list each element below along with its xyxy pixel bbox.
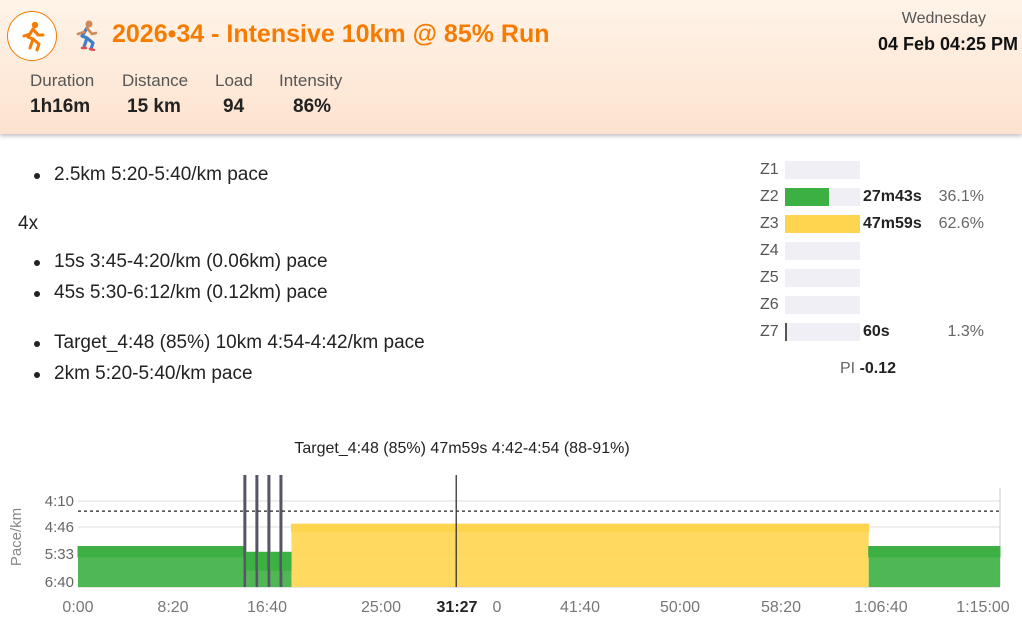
zone-label: Z7 bbox=[760, 323, 779, 340]
stat-label: Distance bbox=[122, 71, 189, 90]
pi-label: PI bbox=[840, 360, 856, 377]
stat-value: 15 km bbox=[127, 96, 181, 117]
zone-percent: 36.1% bbox=[938, 188, 984, 205]
zone-bar-track bbox=[785, 215, 860, 233]
stat-value: 86% bbox=[293, 96, 332, 117]
zone-row-z3: Z3 47m59s 62.6% bbox=[760, 214, 1022, 234]
x-tick-label: 41:40 bbox=[560, 599, 600, 616]
zone-label: Z4 bbox=[760, 242, 779, 259]
repeat-label: 4x bbox=[18, 213, 39, 234]
zone-percent: 1.3% bbox=[947, 323, 984, 340]
zone-row-z4: Z4 bbox=[760, 241, 1022, 261]
cursor-time-label: 31:27 bbox=[437, 599, 478, 616]
step-text: 15s 3:45-4:20/km (0.06km) pace bbox=[54, 251, 328, 272]
zone-label: Z3 bbox=[760, 215, 779, 232]
pace-bar-interval bbox=[243, 475, 247, 587]
stat-value: 94 bbox=[223, 96, 245, 117]
pace-bar-interval bbox=[267, 475, 271, 587]
pace-target-band bbox=[257, 551, 268, 571]
zone-time: 60s bbox=[863, 323, 890, 340]
pace-bar-interval bbox=[255, 475, 259, 587]
pace-target-band bbox=[269, 551, 280, 571]
stat-label: Intensity bbox=[279, 71, 343, 90]
zone-row-z6: Z6 bbox=[760, 295, 1022, 315]
zone-time: 27m43s bbox=[863, 188, 922, 205]
zone-row-z2: Z2 27m43s 36.1% bbox=[760, 187, 1022, 207]
running-figure-icon bbox=[22, 21, 45, 52]
pace-bar-z3 bbox=[291, 524, 869, 587]
zone-row-z5: Z5 bbox=[760, 268, 1022, 288]
workout-header: 2026•34 - Intensive 10km @ 85% Run Wedne… bbox=[0, 0, 1022, 134]
zone-label: Z5 bbox=[760, 269, 779, 286]
step-text: Target_4:48 (85%) 10km 4:54-4:42/km pace bbox=[54, 332, 425, 353]
pace-bar-interval bbox=[279, 475, 283, 587]
x-tick-label: 0 bbox=[493, 599, 502, 616]
zone-bar-track bbox=[785, 161, 860, 179]
runner-emoji-icon bbox=[76, 20, 98, 51]
zone-bar-track bbox=[785, 296, 860, 314]
chart-title: Target_4:48 (85%) 47m59s 4:42-4:54 (88-9… bbox=[294, 440, 630, 457]
zone-label: Z1 bbox=[760, 161, 779, 178]
step-repeat-fast: 15s 3:45-4:20/km (0.06km) pace bbox=[34, 251, 328, 273]
stat-intensity: Intensity 86% bbox=[279, 71, 342, 118]
zone-bar-track bbox=[785, 323, 860, 341]
y-axis-label: Pace/km bbox=[8, 508, 25, 566]
zone-percent: 62.6% bbox=[938, 215, 984, 232]
stat-duration: Duration 1h16m bbox=[30, 71, 94, 118]
x-tick-label: 1:15:00 bbox=[956, 599, 1009, 616]
workout-day: Wednesday bbox=[901, 10, 986, 27]
stat-load: Load 94 bbox=[215, 71, 253, 118]
zone-bar-fill bbox=[785, 215, 860, 233]
x-tick-label: 16:40 bbox=[247, 599, 287, 616]
pace-target-band bbox=[868, 546, 1001, 558]
zone-label: Z2 bbox=[760, 188, 779, 205]
pace-chart[interactable]: 4:10 4:46 5:33 6:40 Pace/km 0:00 8:20 16:40 25:0… bbox=[0, 470, 1022, 635]
step-text: 2.5km 5:20-5:40/km pace bbox=[54, 164, 269, 185]
step-warmup: 2.5km 5:20-5:40/km pace bbox=[34, 164, 268, 186]
stat-value: 1h16m bbox=[30, 96, 91, 117]
stat-distance: Distance 15 km bbox=[122, 71, 188, 118]
stat-label: Duration bbox=[30, 71, 95, 90]
step-main: Target_4:48 (85%) 10km 4:54-4:42/km pace bbox=[34, 332, 425, 354]
x-tick-label: 58:20 bbox=[761, 599, 801, 616]
pace-target-band bbox=[290, 523, 870, 533]
pi-readout: PI -0.12 bbox=[840, 360, 896, 378]
y-tick-label: 6:40 bbox=[45, 574, 74, 591]
stat-label: Load bbox=[215, 71, 253, 90]
zone-time: 47m59s bbox=[863, 215, 922, 232]
step-repeat-easy: 45s 5:30-6:12/km (0.12km) pace bbox=[34, 282, 328, 304]
zone-row-z7: Z7 60s 1.3% bbox=[760, 322, 1022, 342]
x-tick-label: 0:00 bbox=[62, 599, 93, 616]
x-tick-label: 50:00 bbox=[660, 599, 700, 616]
x-tick-label: 1:06:40 bbox=[854, 599, 907, 616]
step-text: 45s 5:30-6:12/km (0.12km) pace bbox=[54, 282, 328, 303]
zone-row-z1: Z1 bbox=[760, 160, 1022, 180]
zone-bar-fill bbox=[785, 323, 787, 341]
x-tick-label: 25:00 bbox=[361, 599, 401, 616]
workout-title: 2026•34 - Intensive 10km @ 85% Run bbox=[112, 20, 550, 48]
y-tick-label: 5:33 bbox=[45, 546, 74, 563]
pace-target-band bbox=[281, 551, 292, 571]
zone-bar-fill bbox=[785, 188, 830, 206]
run-activity-icon[interactable] bbox=[7, 11, 57, 61]
y-tick-label: 4:10 bbox=[45, 493, 74, 510]
x-tick-label: 8:20 bbox=[157, 599, 188, 616]
zone-bar-track bbox=[785, 269, 860, 287]
step-text: 2km 5:20-5:40/km pace bbox=[54, 363, 253, 384]
workout-datetime: 04 Feb 04:25 PM bbox=[877, 34, 1018, 54]
zone-bar-track bbox=[785, 188, 860, 206]
y-tick-label: 4:46 bbox=[45, 519, 74, 536]
zone-bar-track bbox=[785, 242, 860, 260]
pi-value: -0.12 bbox=[859, 360, 897, 377]
pace-target-band bbox=[77, 546, 244, 558]
step-cooldown: 2km 5:20-5:40/km pace bbox=[34, 363, 253, 385]
pace-target-band bbox=[245, 551, 256, 571]
zone-label: Z6 bbox=[760, 296, 779, 313]
